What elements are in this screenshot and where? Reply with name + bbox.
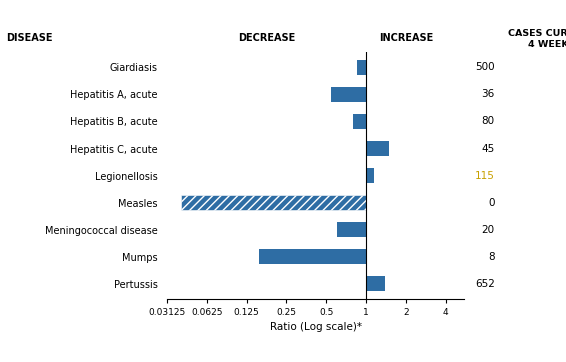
- Text: CASES CURRENT
4 WEEKS: CASES CURRENT 4 WEEKS: [508, 29, 566, 49]
- Text: 8: 8: [488, 252, 495, 262]
- Bar: [366, 276, 385, 291]
- Bar: [353, 114, 366, 129]
- Text: 36: 36: [482, 89, 495, 100]
- Bar: [259, 249, 366, 264]
- Text: 0: 0: [488, 198, 495, 208]
- Bar: [331, 87, 366, 102]
- Text: 652: 652: [475, 279, 495, 289]
- Text: 45: 45: [482, 143, 495, 153]
- Bar: [181, 195, 366, 210]
- Text: 80: 80: [482, 117, 495, 126]
- Text: DECREASE: DECREASE: [238, 33, 295, 43]
- Text: INCREASE: INCREASE: [379, 33, 433, 43]
- X-axis label: Ratio (Log scale)*: Ratio (Log scale)*: [269, 322, 362, 332]
- Text: 115: 115: [475, 171, 495, 181]
- Bar: [337, 222, 366, 237]
- Bar: [358, 60, 366, 75]
- Text: 500: 500: [475, 62, 495, 72]
- Text: 20: 20: [482, 225, 495, 235]
- Bar: [366, 141, 389, 156]
- Bar: [366, 168, 374, 183]
- Text: DISEASE: DISEASE: [6, 33, 52, 43]
